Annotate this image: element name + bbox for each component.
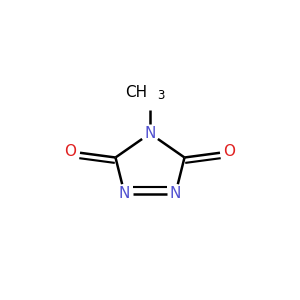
Text: N: N bbox=[119, 186, 130, 201]
Text: CH: CH bbox=[125, 85, 147, 100]
Text: O: O bbox=[224, 144, 236, 159]
Text: N: N bbox=[144, 126, 156, 141]
Text: O: O bbox=[64, 144, 76, 159]
Text: N: N bbox=[170, 186, 181, 201]
Text: 3: 3 bbox=[157, 89, 164, 103]
